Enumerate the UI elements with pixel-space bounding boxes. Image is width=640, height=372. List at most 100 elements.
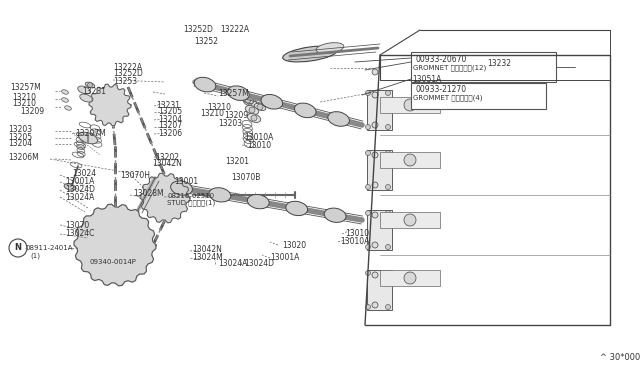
Text: N: N [15,244,22,253]
Circle shape [365,185,371,189]
Text: 13222A: 13222A [220,26,249,35]
Text: 13204: 13204 [8,138,32,148]
Text: 13024C: 13024C [65,230,94,238]
Bar [367,90,392,130]
Text: 13010A: 13010A [340,237,369,247]
Circle shape [249,107,255,113]
Circle shape [105,97,111,103]
Polygon shape [89,84,131,126]
Ellipse shape [80,94,92,102]
Text: 13231: 13231 [156,100,180,109]
Circle shape [151,184,179,212]
Text: 13070B: 13070B [231,173,260,183]
Circle shape [103,98,106,101]
Circle shape [245,97,251,103]
Text: 13210: 13210 [12,93,36,102]
Text: 13210: 13210 [207,103,231,112]
Bar [367,210,392,250]
Circle shape [114,109,117,112]
Text: 13253: 13253 [113,77,137,87]
Text: GROMNET グロメット(12): GROMNET グロメット(12) [413,65,486,71]
Bar [367,270,392,310]
Ellipse shape [316,43,344,53]
Circle shape [372,212,378,218]
Text: 13042N: 13042N [152,160,182,169]
Circle shape [365,270,371,276]
Text: STUD スタッド(1): STUD スタッド(1) [167,200,215,206]
Ellipse shape [324,208,346,222]
Circle shape [385,185,390,189]
Text: 13206: 13206 [158,128,182,138]
Ellipse shape [61,90,68,94]
Circle shape [331,211,339,219]
Circle shape [124,230,131,237]
Circle shape [159,192,171,203]
Ellipse shape [245,106,259,115]
Circle shape [292,205,301,212]
Circle shape [234,89,243,97]
Text: 13207M: 13207M [75,128,106,138]
Text: 13252D: 13252D [113,70,143,78]
Text: 13024A: 13024A [218,260,248,269]
Circle shape [372,182,378,188]
Text: 13207: 13207 [158,122,182,131]
Circle shape [9,239,27,257]
Text: 13202: 13202 [155,153,179,161]
Ellipse shape [102,87,115,97]
Circle shape [100,253,107,260]
Circle shape [385,125,390,129]
Circle shape [404,154,416,166]
Bar [380,152,440,168]
Text: 13209: 13209 [224,112,248,121]
Text: 13204: 13204 [158,115,182,124]
Circle shape [88,83,93,87]
Text: 13231: 13231 [82,87,106,96]
Circle shape [105,89,111,95]
Ellipse shape [286,201,308,216]
Circle shape [365,305,371,310]
Circle shape [106,100,115,109]
Text: 08911-2401A: 08911-2401A [25,245,72,251]
Circle shape [106,235,125,254]
Circle shape [372,272,378,278]
Circle shape [372,302,378,308]
Text: 08216-62510: 08216-62510 [167,193,214,199]
Circle shape [251,115,257,121]
Text: 00933-21270: 00933-21270 [416,86,467,94]
Bar [380,97,440,113]
Circle shape [247,99,253,105]
Text: 13020: 13020 [282,241,306,250]
Text: 13201: 13201 [225,157,249,167]
Text: ^ 30*000: ^ 30*000 [600,353,640,362]
Ellipse shape [171,181,193,195]
Circle shape [404,272,416,284]
Circle shape [372,152,378,158]
Text: 13024D: 13024D [244,260,274,269]
Text: 13024: 13024 [72,170,96,179]
Text: 13257M: 13257M [218,89,249,97]
Text: 13257M: 13257M [10,83,41,93]
Circle shape [103,109,106,112]
Circle shape [301,106,309,114]
Ellipse shape [294,103,316,118]
Circle shape [372,92,378,98]
Circle shape [372,242,378,248]
Text: (1): (1) [30,253,40,259]
Circle shape [335,115,342,123]
Text: 13252D: 13252D [183,26,213,35]
Text: 13010A: 13010A [244,134,273,142]
Ellipse shape [261,94,283,109]
Circle shape [124,253,131,260]
Text: 13205: 13205 [158,108,182,116]
Ellipse shape [243,96,253,103]
Circle shape [365,125,371,129]
Text: 13001A: 13001A [65,177,94,186]
Bar [411,52,556,82]
Ellipse shape [248,195,269,209]
Circle shape [385,211,390,215]
Text: 13028M: 13028M [133,189,164,199]
Circle shape [91,221,139,269]
Circle shape [404,214,416,226]
Circle shape [385,151,390,155]
Circle shape [156,189,160,193]
